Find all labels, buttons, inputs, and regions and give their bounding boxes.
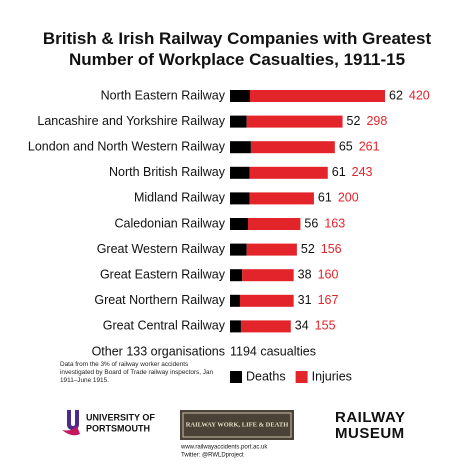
value-label: 167 [318, 293, 339, 307]
category-label: London and North Western Railway [28, 139, 226, 153]
value-label: 261 [359, 139, 380, 153]
category-label: North British Railway [109, 165, 226, 179]
value-label: 155 [315, 319, 336, 333]
category-label: Great Northern Railway [94, 293, 225, 307]
legend-swatch [295, 371, 308, 383]
value-label: 65 [339, 139, 353, 153]
value-label: 52 [301, 242, 315, 256]
university-logo [57, 410, 79, 430]
value-label: 200 [338, 191, 359, 205]
legend-label: Injuries [312, 369, 352, 383]
value-label: 61 [332, 165, 346, 179]
project-logo-frame [182, 412, 292, 438]
bar-segment [246, 243, 297, 256]
bar-segment [230, 115, 247, 128]
value-label: 31 [298, 293, 312, 307]
summary-label: Other 133 organisations [92, 344, 225, 358]
bar-segment [246, 115, 343, 128]
museum-name: RAILWAY [335, 409, 405, 426]
category-label: Great Central Railway [103, 319, 226, 333]
museum-name: MUSEUM [335, 425, 405, 442]
category-label: Great Western Railway [97, 242, 226, 256]
bar-segment [249, 166, 328, 179]
category-label: Lancashire and Yorkshire Railway [37, 114, 225, 128]
bar-segment [230, 269, 243, 282]
bar-segment [249, 90, 385, 102]
bar-segment [249, 192, 314, 205]
bar-segment [239, 294, 294, 307]
summary-text: 1194 casualties [230, 344, 316, 358]
legend-swatch [230, 371, 242, 383]
twitter: Twitter: @RWLDproject [181, 453, 244, 459]
category-label: Midland Railway [134, 191, 226, 205]
category-label: Caledonian Railway [115, 216, 226, 230]
note: Data from the 3% of railway worker accid… [60, 361, 214, 384]
value-label: 38 [298, 267, 312, 281]
bar-segment [240, 320, 291, 333]
value-label: 61 [318, 191, 332, 205]
university-logo-accent [62, 426, 80, 436]
university-name: PORTSMOUTH [86, 423, 150, 433]
bar-segment [230, 192, 250, 205]
bar-segment [230, 90, 250, 102]
bar-segment [250, 141, 335, 154]
bar-segment [230, 218, 249, 230]
value-label: 163 [324, 216, 345, 230]
bar-segment [230, 320, 241, 333]
value-label: 34 [295, 319, 309, 333]
bar-segment [230, 141, 251, 154]
legend-label: Deaths [246, 369, 286, 383]
value-label: 243 [352, 165, 373, 179]
project-logo [180, 410, 294, 440]
value-label: 52 [347, 114, 361, 128]
bar-segment [230, 166, 250, 179]
category-label: North Eastern Railway [101, 88, 226, 102]
value-label: 62 [389, 88, 403, 102]
value-label: 160 [318, 267, 339, 281]
value-label: 420 [409, 88, 430, 102]
university-name: UNIVERSITY OF [86, 412, 155, 422]
website: www.railwayaccidents.port.ac.uk [180, 445, 268, 451]
bar-segment [248, 218, 301, 230]
project-name: RAILWAY WORK, LIFE & DEATH [186, 421, 289, 428]
value-label: 56 [304, 216, 318, 230]
value-label: 156 [321, 242, 342, 256]
value-label: 298 [366, 114, 387, 128]
bar-segment [242, 269, 294, 282]
bar-segment [230, 294, 240, 307]
chart-title: British & Irish Railway Companies with G… [42, 29, 432, 69]
category-label: Great Eastern Railway [100, 267, 226, 281]
bar-segment [230, 243, 247, 256]
